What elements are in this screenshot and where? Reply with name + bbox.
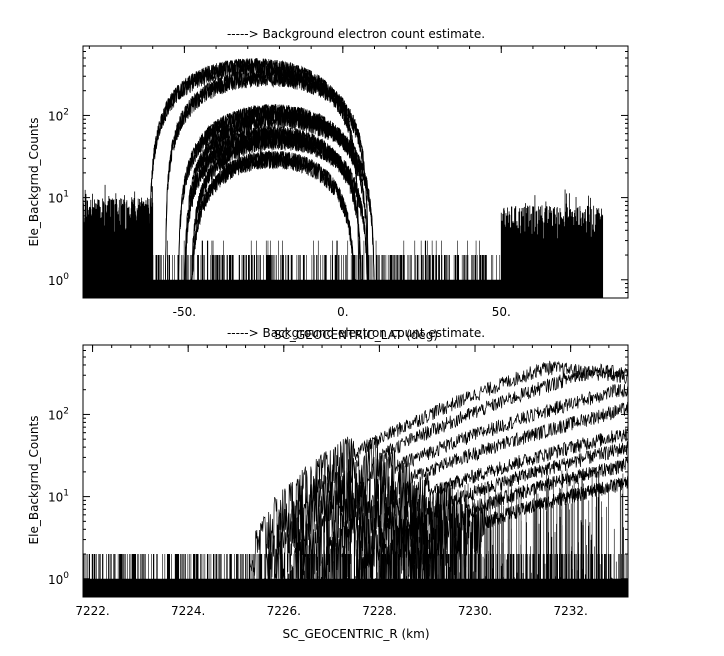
bottom-series-2	[273, 384, 628, 579]
bottom-spikes	[283, 466, 624, 597]
top-chart-title: -----> Background electron count estimat…	[227, 27, 485, 41]
top-series-1	[165, 67, 369, 280]
bottom-y-tick-label: 100	[48, 571, 69, 587]
bottom-x-tick-label: 7230.	[458, 604, 492, 618]
bottom-x-tick-label: 7232.	[553, 604, 587, 618]
top-x-tick-label: -50.	[173, 305, 196, 319]
top-x-tick-label: 0.	[337, 305, 348, 319]
bottom-chart-series	[83, 360, 628, 597]
bottom-chart-ticks: 7222. 7224. 7226. 7228. 7230. 7232. 100 101 102	[48, 344, 629, 618]
top-y-tick-label: 102	[48, 107, 69, 123]
top-x-tick-label: 50.	[492, 305, 511, 319]
bottom-chart-y-label: Ele_Backgrnd_Counts	[27, 416, 41, 545]
top-chart: -----> Background electron count estimat…	[27, 27, 629, 319]
bottom-chart-title: -----> Background electron count estimat…	[227, 326, 485, 340]
bottom-x-tick-label: 7222.	[75, 604, 109, 618]
bottom-series-6	[379, 457, 628, 580]
bottom-x-tick-label: 7224.	[171, 604, 205, 618]
bottom-y-tick-label: 101	[48, 489, 69, 505]
top-band-right	[500, 189, 604, 298]
top-band-left	[83, 184, 154, 298]
bottom-series-1	[264, 363, 628, 580]
top-series-3	[184, 111, 375, 281]
bottom-series-5	[355, 441, 628, 580]
bottom-x-tick-label: 7226.	[267, 604, 301, 618]
top-chart-y-label: Ele_Backgrnd_Counts	[27, 118, 41, 247]
top-series-6	[190, 151, 356, 281]
bottom-y-tick-label: 102	[48, 406, 69, 422]
top-chart-x-label: SC_GEOCENTRIC_LAT (deg)	[274, 328, 438, 342]
bottom-chart: -----> Background electron count estimat…	[27, 326, 629, 641]
bottom-x-tick-label: 7228.	[362, 604, 396, 618]
top-chart-ticks: -50. 0. 50. 100 101 102	[48, 45, 629, 319]
bottom-chart-frame	[82, 344, 629, 598]
top-chart-frame	[82, 45, 629, 299]
top-series-5	[190, 132, 369, 281]
top-y-tick-label: 101	[48, 190, 69, 206]
bottom-chart-x-label: SC_GEOCENTRIC_R (km)	[283, 627, 430, 641]
top-y-tick-label: 100	[48, 272, 69, 288]
top-chart-series	[83, 57, 604, 298]
